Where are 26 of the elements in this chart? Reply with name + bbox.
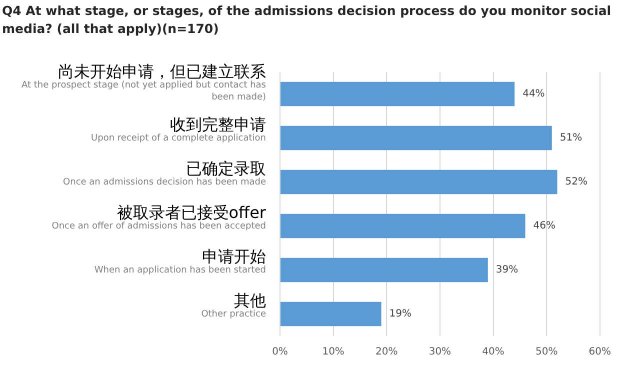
x-tick-label: 50% (535, 346, 558, 358)
y-tick-label: 收到完整申请 Upon receipt of a complete application (91, 115, 266, 144)
data-label: 46% (533, 220, 556, 232)
x-tick-label: 10% (322, 346, 344, 358)
y-tick-label: 已确定录取 Once an admissions decision has been made (63, 159, 266, 188)
data-label: 19% (389, 308, 412, 320)
y-tick-label: 尚未开始申请，但已建立联系 At the prospect stage (not yet applied but contact has been made) (21, 62, 266, 102)
bar (280, 126, 552, 150)
data-label: 39% (496, 264, 518, 276)
bar (280, 258, 488, 282)
x-tick-label: 40% (482, 346, 504, 358)
chart-title: Q4 At what stage, or stages, of the admissions decision process do you monitor social media? (all that apply)(n=170) (2, 2, 612, 38)
bar (280, 82, 515, 106)
bar (280, 302, 382, 326)
data-label: 51% (560, 132, 582, 144)
bar (280, 170, 558, 194)
y-tick-label: 其他 Other practice (201, 291, 266, 320)
data-label: 44% (522, 88, 545, 100)
y-tick-label: 被取录者已接受offer Once an offer of admissions has been accepted (52, 203, 266, 232)
x-tick-label: 20% (376, 346, 398, 358)
bar (280, 214, 526, 238)
x-tick-label: 30% (428, 346, 452, 358)
y-tick-label: 申请开始 When an application has been started (94, 247, 266, 276)
data-label: 52% (565, 176, 588, 188)
x-tick-label: 60% (588, 346, 612, 358)
x-tick-label: 0% (272, 346, 288, 358)
